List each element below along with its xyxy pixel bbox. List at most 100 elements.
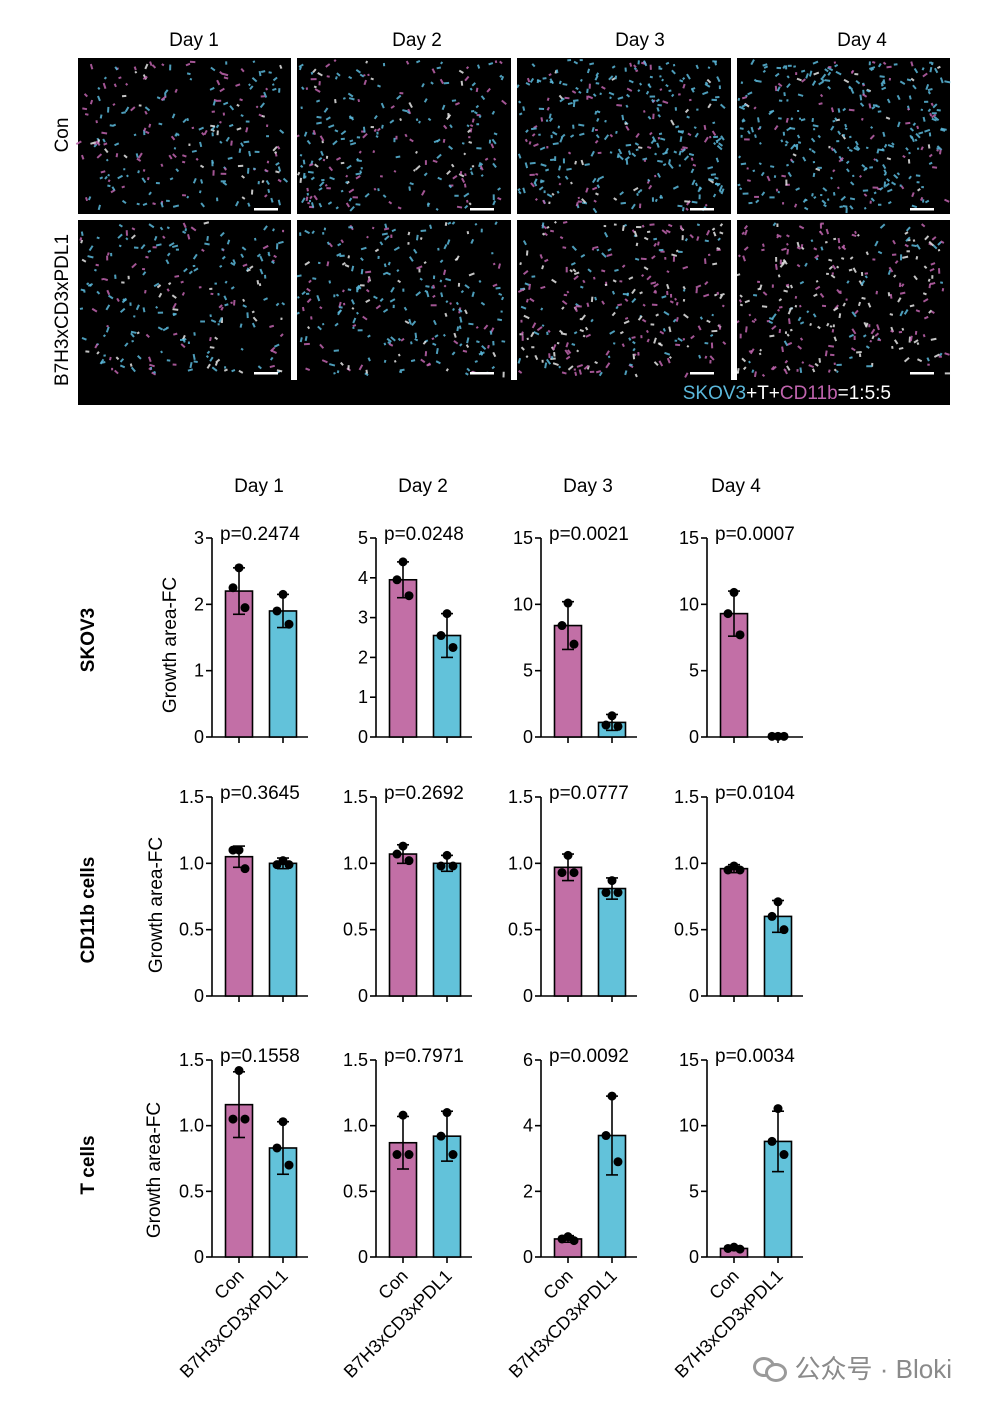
cell-dot	[188, 143, 191, 146]
cell-dot	[435, 207, 439, 211]
cell-dot	[605, 350, 610, 356]
cell-dot	[657, 136, 661, 140]
cell-dot	[635, 242, 639, 247]
cell-dot	[824, 68, 829, 73]
data-point	[240, 1114, 250, 1124]
cell-dot	[769, 334, 775, 338]
cell-dot	[817, 134, 821, 139]
cell-dot	[180, 280, 184, 284]
cell-dot	[712, 231, 717, 237]
cell-dot	[175, 248, 179, 251]
cell-dot	[310, 71, 314, 75]
cell-dot	[531, 275, 536, 278]
cell-dot	[463, 152, 467, 156]
cell-dot	[97, 204, 102, 211]
cell-dot	[869, 200, 872, 204]
cell-dot	[633, 64, 637, 69]
cell-dot	[275, 243, 279, 250]
cell-dot	[355, 203, 361, 206]
cell-dot	[209, 86, 215, 91]
data-point	[442, 1108, 452, 1118]
cell-dot	[753, 318, 757, 322]
data-point	[613, 1157, 623, 1167]
cell-dot	[845, 160, 850, 165]
cell-dot	[107, 294, 114, 300]
cell-dot	[869, 134, 875, 140]
cell-dot	[596, 184, 601, 189]
cell-dot	[476, 123, 480, 126]
cell-dot	[209, 287, 213, 290]
cell-dot	[148, 223, 155, 229]
cell-dot	[217, 292, 220, 296]
cell-dot	[624, 67, 627, 72]
data-point	[767, 731, 777, 741]
cell-dot	[661, 229, 668, 235]
cell-dot	[553, 351, 556, 357]
cell-dot	[440, 61, 444, 65]
cell-dot	[682, 338, 686, 341]
cell-dot	[130, 332, 135, 338]
cell-dot	[399, 92, 404, 95]
bar-chart: 00.51.01.5 p=0.2692	[343, 783, 472, 1006]
cell-dot	[540, 179, 545, 183]
bar	[432, 862, 462, 997]
cell-dot	[453, 340, 459, 345]
cell-dot	[842, 107, 847, 112]
cell-dot	[605, 362, 611, 369]
cell-dot	[860, 272, 864, 277]
cell-dot	[848, 148, 853, 153]
cell-dot	[488, 62, 494, 66]
cell-dot	[518, 370, 523, 374]
cell-dot	[883, 181, 887, 188]
cell-dot	[774, 72, 780, 78]
cell-dot	[706, 229, 711, 236]
cell-dot	[591, 177, 597, 184]
cell-dot	[785, 117, 789, 123]
cell-dot	[836, 363, 842, 366]
cell-dot	[121, 94, 127, 98]
cell-dot	[756, 79, 762, 83]
cell-dot	[232, 259, 237, 265]
cell-dot	[464, 309, 468, 315]
cell-dot	[317, 72, 323, 77]
cell-dot	[642, 110, 646, 113]
cell-dot	[538, 107, 545, 110]
cell-dot	[318, 187, 323, 191]
cell-dot	[365, 288, 370, 293]
cell-dot	[497, 197, 502, 201]
cell-dot	[259, 102, 266, 109]
cell-dot	[498, 292, 503, 296]
cell-dot	[424, 160, 427, 165]
data-point	[735, 865, 745, 875]
cell-dot	[742, 192, 749, 195]
cell-dot	[786, 99, 789, 102]
cell-dot	[347, 288, 352, 292]
cell-dot	[263, 225, 268, 231]
cell-dot	[82, 107, 88, 111]
cell-dot	[390, 105, 395, 109]
cell-dot	[558, 94, 564, 100]
cell-dot	[907, 159, 911, 164]
cell-dot	[659, 330, 665, 335]
cell-dot	[222, 72, 229, 77]
cell-dot	[858, 174, 863, 178]
cell-dot	[813, 71, 820, 76]
cell-dot	[574, 160, 578, 165]
cell-dot	[697, 325, 702, 331]
cell-dot	[713, 135, 719, 139]
cell-dot	[439, 259, 444, 264]
cell-dot	[928, 242, 933, 246]
cell-dot	[888, 77, 891, 81]
cell-dot	[743, 224, 748, 230]
data-point	[723, 609, 733, 619]
cell-dot	[187, 234, 191, 240]
cell-dot	[206, 350, 211, 355]
cell-dot	[531, 322, 537, 329]
cell-dot	[306, 192, 309, 196]
cell-dot	[738, 299, 743, 303]
cell-dot	[784, 140, 789, 144]
cell-dot	[541, 265, 545, 270]
cell-dot	[497, 187, 501, 191]
